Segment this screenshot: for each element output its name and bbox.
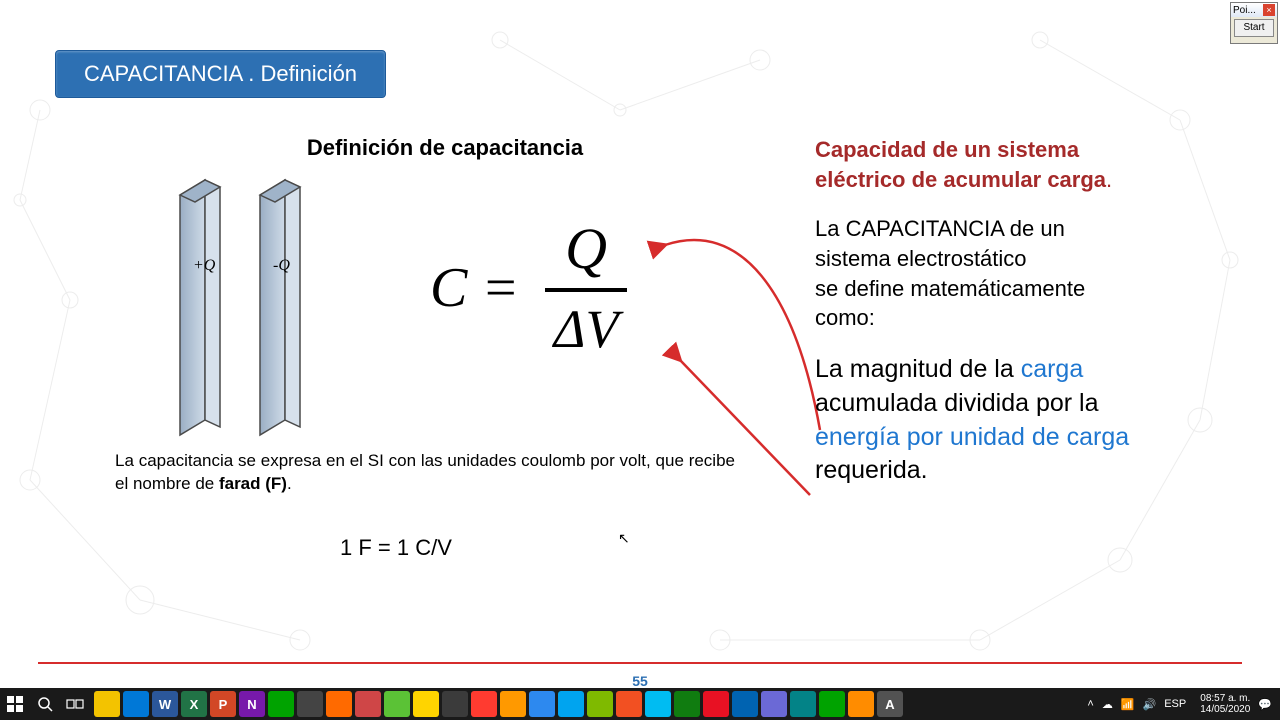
close-icon[interactable]: × <box>1263 4 1275 16</box>
capacity-highlight: Capacidad de un sistema eléctrico de acu… <box>815 137 1106 192</box>
tray-onedrive-icon[interactable]: ☁ <box>1102 698 1113 711</box>
right-column: Capacidad de un sistema eléctrico de acu… <box>815 135 1145 508</box>
taskbar-app-5[interactable]: N <box>239 691 265 717</box>
plate-pos-label: +Q <box>193 257 216 274</box>
taskbar-app-6[interactable] <box>268 691 294 717</box>
bottom-rule <box>38 662 1242 664</box>
taskbar-app-17[interactable] <box>587 691 613 717</box>
start-button[interactable] <box>0 688 30 720</box>
definition-paragraph: La magnitud de la carga acumulada dividi… <box>815 353 1145 488</box>
taskbar-app-8[interactable] <box>326 691 352 717</box>
search-icon[interactable] <box>30 688 60 720</box>
slide: CAPACITANCIA . Definición Definición de … <box>0 0 1280 688</box>
plate-neg-label: -Q <box>273 257 290 274</box>
taskbar-clock[interactable]: 08:57 a. m. 14/05/2020 <box>1194 693 1250 716</box>
formula: C = Q ΔV <box>430 215 627 360</box>
cursor-icon: ↖ <box>618 530 630 547</box>
taskbar-app-4[interactable]: P <box>210 691 236 717</box>
formula-lhs: C = <box>430 256 519 320</box>
taskbar-app-22[interactable] <box>732 691 758 717</box>
taskbar-app-12[interactable] <box>442 691 468 717</box>
taskbar-app-7[interactable] <box>297 691 323 717</box>
taskbar-app-1[interactable] <box>123 691 149 717</box>
taskbar-app-10[interactable] <box>384 691 410 717</box>
pointofix-title: Poi... <box>1233 5 1256 16</box>
taskbar-app-23[interactable] <box>761 691 787 717</box>
tray-language[interactable]: ESP <box>1164 698 1186 710</box>
taskbar-app-11[interactable] <box>413 691 439 717</box>
farad-equation: 1 F = 1 C/V <box>340 535 452 561</box>
taskbar: WXPN A ˄ ☁ 📶 🔊 ESP 08:57 a. m. 14/05/2020… <box>0 688 1280 720</box>
taskbar-app-14[interactable] <box>500 691 526 717</box>
formula-numerator: Q <box>545 215 627 292</box>
taskbar-app-27[interactable]: A <box>877 691 903 717</box>
taskbar-app-0[interactable] <box>94 691 120 717</box>
task-view-icon[interactable] <box>60 688 90 720</box>
taskbar-app-26[interactable] <box>848 691 874 717</box>
definition-heading: Definición de capacitancia <box>155 135 735 161</box>
system-tray[interactable]: ˄ ☁ 📶 🔊 ESP 08:57 a. m. 14/05/2020 💬 <box>1087 693 1280 716</box>
pointofix-start-button[interactable]: Start <box>1234 19 1274 37</box>
capacitor-diagram: +Q -Q <box>160 175 320 445</box>
taskbar-app-24[interactable] <box>790 691 816 717</box>
slide-title: CAPACITANCIA . Definición <box>55 50 386 98</box>
pointofix-widget[interactable]: Poi... × Start <box>1230 2 1278 44</box>
tray-network-icon[interactable]: 📶 <box>1121 698 1135 711</box>
tray-volume-icon[interactable]: 🔊 <box>1143 698 1157 711</box>
taskbar-app-13[interactable] <box>471 691 497 717</box>
taskbar-app-21[interactable] <box>703 691 729 717</box>
tray-notifications-icon[interactable]: 💬 <box>1258 698 1272 711</box>
tray-chevron-up-icon[interactable]: ˄ <box>1087 698 1093 710</box>
taskbar-app-3[interactable]: X <box>181 691 207 717</box>
left-column: Definición de capacitancia <box>115 135 735 179</box>
taskbar-app-18[interactable] <box>616 691 642 717</box>
taskbar-app-20[interactable] <box>674 691 700 717</box>
taskbar-app-9[interactable] <box>355 691 381 717</box>
slide-number: 55 <box>632 673 648 689</box>
taskbar-app-19[interactable] <box>645 691 671 717</box>
taskbar-apps: WXPN A <box>90 691 903 717</box>
taskbar-app-16[interactable] <box>558 691 584 717</box>
taskbar-app-2[interactable]: W <box>152 691 178 717</box>
formula-denominator: ΔV <box>545 292 627 360</box>
taskbar-app-15[interactable] <box>529 691 555 717</box>
si-units-text: La capacitancia se expresa en el SI con … <box>115 450 735 496</box>
taskbar-app-25[interactable] <box>819 691 845 717</box>
